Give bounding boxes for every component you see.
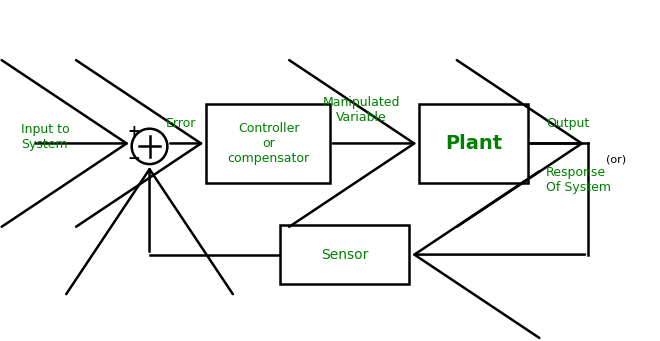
Bar [206,104,330,183]
Text: Output: Output [546,117,589,130]
Text: (or): (or) [606,154,626,164]
Text: +: + [127,124,140,139]
Bar [280,225,409,284]
Text: −: − [127,151,140,166]
Bar [419,104,528,183]
Text: Manipulated
Variable: Manipulated Variable [323,96,401,124]
Text: Plant: Plant [446,134,502,153]
Text: Response
Of System: Response Of System [546,166,611,194]
Text: Input to
System: Input to System [20,122,69,151]
Text: Error: Error [166,117,197,130]
Text: Sensor: Sensor [321,248,368,262]
Text: Controller
or
compensator: Controller or compensator [228,122,310,165]
